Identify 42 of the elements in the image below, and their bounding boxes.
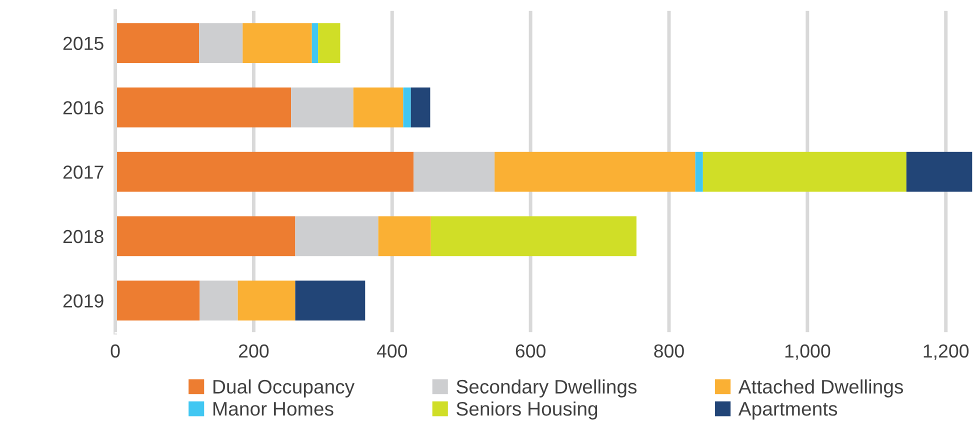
bar: [115, 216, 296, 256]
bar: [312, 23, 318, 64]
bar: [295, 216, 378, 256]
bar: [403, 87, 411, 128]
y-tick-label: 2016: [63, 101, 104, 114]
y-tick-label: 2019: [63, 294, 104, 308]
bar: [695, 152, 703, 192]
bar: [906, 152, 972, 192]
x-tick-label: 200: [239, 344, 269, 358]
y-tick-label: 2018: [63, 230, 104, 244]
bar: [378, 216, 431, 256]
bar: [291, 87, 354, 128]
bar: [353, 87, 404, 128]
legend-label: Seniors Housing: [456, 401, 598, 420]
bar: [200, 280, 238, 321]
bar: [199, 23, 243, 64]
bar: [414, 152, 495, 192]
legend-label: Manor Homes: [214, 402, 334, 416]
bar: [115, 280, 200, 321]
x-tick-label: 1,200: [924, 344, 969, 360]
legend-label: Attached Dwellings: [738, 379, 904, 398]
x-tick-label: 1,000: [785, 344, 830, 360]
bar: [115, 87, 292, 128]
bar: [238, 280, 296, 321]
bar: [115, 152, 414, 192]
bar: [115, 23, 200, 64]
bar: [430, 216, 636, 256]
x-tick-label: 0: [110, 344, 120, 358]
legend-label: Apartments: [738, 402, 838, 420]
bar: [494, 152, 696, 192]
x-tick-label: 600: [516, 344, 546, 358]
y-tick-label: 2017: [63, 166, 104, 179]
legend-label: Secondary Dwellings: [456, 379, 637, 398]
bar: [702, 152, 906, 192]
y-tick-label: 2015: [63, 36, 104, 50]
x-tick-label: 800: [654, 344, 684, 358]
bar: [295, 280, 366, 321]
bar: [318, 23, 340, 64]
x-tick-label: 400: [376, 344, 408, 358]
bar: [410, 87, 430, 128]
bar: [242, 23, 312, 64]
legend-label: Dual Occupancy: [214, 379, 355, 398]
